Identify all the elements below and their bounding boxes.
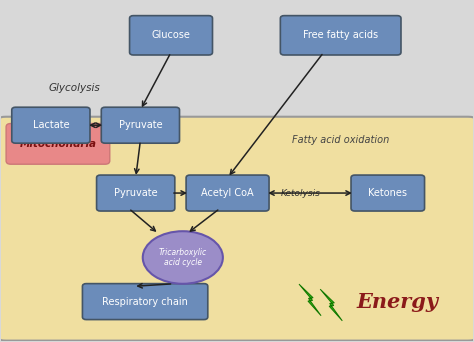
FancyBboxPatch shape <box>82 284 208 319</box>
FancyBboxPatch shape <box>0 117 474 341</box>
Text: Respiratory chain: Respiratory chain <box>102 297 188 306</box>
Text: Pyruvate: Pyruvate <box>114 188 157 198</box>
Text: Ketolysis: Ketolysis <box>281 188 320 198</box>
FancyBboxPatch shape <box>351 175 425 211</box>
Text: Acetyl CoA: Acetyl CoA <box>201 188 254 198</box>
Text: Pyruvate: Pyruvate <box>118 120 162 130</box>
Polygon shape <box>299 284 321 316</box>
Text: Energy: Energy <box>356 292 438 312</box>
Text: Tricarboxylic
acid cycle: Tricarboxylic acid cycle <box>159 248 207 267</box>
Text: Free fatty acids: Free fatty acids <box>303 30 378 40</box>
Text: Mitochondria: Mitochondria <box>19 139 96 149</box>
FancyBboxPatch shape <box>12 107 90 143</box>
Text: Glucose: Glucose <box>152 30 191 40</box>
FancyBboxPatch shape <box>280 16 401 55</box>
FancyBboxPatch shape <box>186 175 269 211</box>
FancyBboxPatch shape <box>97 175 175 211</box>
Ellipse shape <box>143 231 223 284</box>
FancyBboxPatch shape <box>129 16 212 55</box>
FancyBboxPatch shape <box>6 123 110 164</box>
FancyBboxPatch shape <box>101 107 180 143</box>
Text: Lactate: Lactate <box>33 120 69 130</box>
Text: Glycolysis: Glycolysis <box>48 83 100 93</box>
Text: Fatty acid oxidation: Fatty acid oxidation <box>292 135 389 145</box>
Text: Ketones: Ketones <box>368 188 407 198</box>
Polygon shape <box>320 289 342 321</box>
